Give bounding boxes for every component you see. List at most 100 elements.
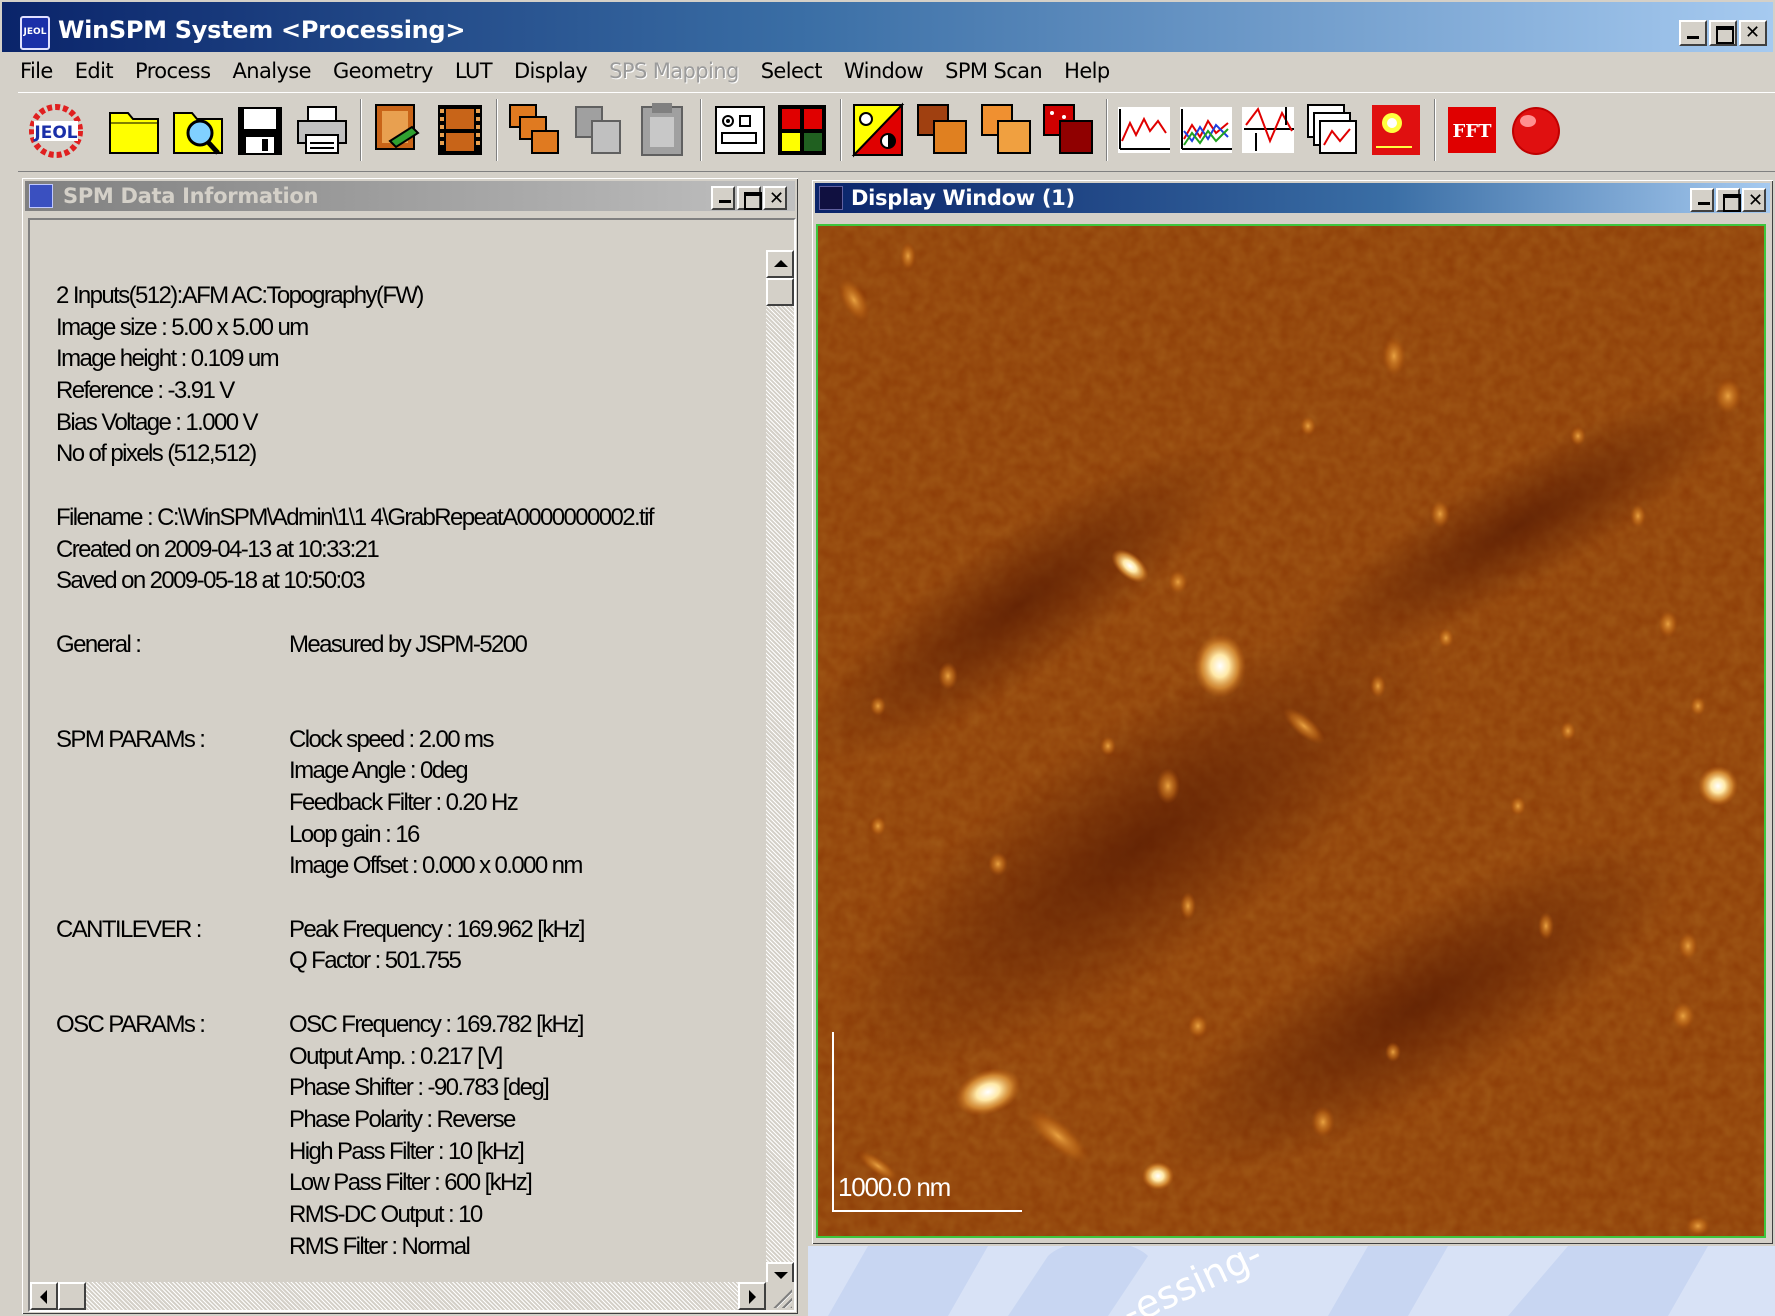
maximize-icon[interactable] [1709, 20, 1737, 46]
info-line: Bias Voltage : 1.000 V [56, 408, 259, 436]
toolbar-separator [1106, 99, 1108, 161]
info-window-title-bar[interactable]: SPM Data Information [25, 181, 795, 211]
menu-display[interactable]: Display [513, 59, 588, 83]
toolbar-separator [840, 99, 842, 161]
red-blocks-icon[interactable] [1040, 101, 1096, 159]
blank-line [56, 977, 756, 1009]
menu-sps-mapping: SPS Mapping [609, 59, 739, 83]
tile-images-icon[interactable] [506, 101, 562, 159]
section-measure-icon[interactable] [1240, 101, 1296, 159]
desktop-watermark: -essing- [828, 1246, 1708, 1316]
toolbar-separator [700, 99, 702, 161]
section-values: Peak Frequency : 169.962 [kHz] Q Factor :… [289, 914, 756, 977]
info-line: 2 Inputs(512):AFM AC:Topography(FW) [56, 282, 424, 309]
menu-select[interactable]: Select [760, 59, 823, 83]
display-window-title: Display Window (1) [851, 186, 1075, 210]
section-value: RMS-DC Output : 10 [289, 1200, 483, 1228]
clipboard-icon[interactable] [634, 101, 690, 159]
scroll-up-icon[interactable] [766, 250, 794, 278]
info-caption-buttons [711, 186, 787, 210]
menu-analyse[interactable]: Analyse [232, 59, 312, 83]
blank-line [56, 692, 756, 724]
multi-profile-icon[interactable] [1178, 101, 1234, 159]
menu-window[interactable]: Window [843, 59, 924, 83]
afm-image-render [818, 226, 1764, 1236]
scale-bar-vertical [832, 1032, 834, 1212]
menu-process[interactable]: Process [135, 59, 211, 83]
menu-lut[interactable]: LUT [454, 59, 493, 83]
color-grid-icon[interactable] [774, 101, 830, 159]
info-section: CANTILEVER : Peak Frequency : 169.962 [kH… [56, 914, 756, 977]
edit-image-icon[interactable] [370, 101, 426, 159]
toolbar-separator [360, 99, 362, 161]
control-panel-icon[interactable] [712, 101, 768, 159]
close-icon[interactable] [763, 186, 787, 210]
record-icon[interactable] [1508, 101, 1564, 159]
minimize-icon[interactable] [711, 186, 735, 210]
blank-line [56, 882, 756, 914]
toolbar-separator [1434, 99, 1436, 161]
vertical-scrollbar[interactable] [766, 250, 794, 1290]
close-icon[interactable] [1739, 20, 1767, 46]
section-values: Clock speed : 2.00 ms Image Angle : 0deg F… [289, 724, 756, 882]
jeol-logo-icon[interactable]: JEOL [28, 101, 84, 159]
cascade-icon[interactable] [978, 101, 1034, 159]
contrast-icon[interactable] [850, 101, 906, 159]
spm-data-information-window[interactable]: SPM Data Information 2 Inputs(512):AFM A… [20, 176, 800, 1316]
save-icon[interactable] [232, 101, 288, 159]
section-value: RMS Filter : Normal [289, 1232, 471, 1260]
display-window-title-bar[interactable]: Display Window (1) [815, 183, 1770, 213]
info-text: 2 Inputs(512):AFM AC:Topography(FW) Image… [56, 280, 756, 1262]
minimize-icon[interactable] [1679, 20, 1707, 46]
info-text-area[interactable]: 2 Inputs(512):AFM AC:Topography(FW) Image… [28, 218, 796, 1312]
print-icon[interactable] [294, 101, 350, 159]
section-value: Output Amp. : 0.217 [V] [289, 1042, 503, 1070]
horizontal-scrollbar[interactable] [30, 1282, 766, 1310]
display-window-icon[interactable] [819, 186, 843, 210]
section-value: Image Offset : 0.000 x 0.000 nm [289, 852, 583, 880]
afm-topography-image[interactable]: 1000.0 nm [816, 224, 1766, 1238]
section-label: CANTILEVER : [56, 915, 202, 943]
file-info-line: Created on 2009-04-13 at 10:33:21 [56, 535, 380, 563]
info-line: Reference : -3.91 V [56, 377, 235, 405]
close-icon[interactable] [1742, 188, 1766, 212]
section-value: Measured by JSPM-5200 [289, 630, 528, 658]
jeol-app-icon[interactable] [19, 16, 51, 50]
menu-geometry[interactable]: Geometry [332, 59, 434, 83]
fft-icon[interactable]: FFT [1444, 101, 1500, 159]
menu-file[interactable]: File [20, 59, 53, 83]
file-info-line: Filename : C:\WinSPM\Admin\1\1 4\GrabRep… [56, 503, 655, 531]
menu-edit[interactable]: Edit [74, 59, 114, 83]
film-strip-icon[interactable] [432, 101, 488, 159]
section-value: Q Factor : 501.755 [289, 947, 462, 975]
section-values: Measured by JSPM-5200 [289, 629, 756, 661]
display-window[interactable]: Display Window (1) [810, 178, 1775, 1246]
section-value: Clock speed : 2.00 ms [289, 725, 494, 753]
info-line: No of pixels (512,512) [56, 440, 257, 468]
open-folder-icon[interactable] [106, 101, 162, 159]
maximize-icon[interactable] [737, 186, 762, 210]
jeol-window-icon[interactable] [29, 184, 53, 208]
menu-spm-scan[interactable]: SPM Scan [945, 59, 1043, 83]
line-profile-icon[interactable] [1116, 101, 1172, 159]
app-title: WinSPM System <Processing> [58, 16, 466, 44]
info-section: SPM PARAMs : Clock speed : 2.00 ms Image A… [56, 724, 756, 882]
scroll-thumb[interactable] [766, 278, 794, 306]
scroll-thumb[interactable] [58, 1282, 86, 1310]
menu-help[interactable]: Help [1064, 59, 1110, 83]
hot-spot-icon[interactable] [1368, 101, 1424, 159]
stacked-profiles-icon[interactable] [1304, 101, 1360, 159]
info-section: OSC PARAMs : OSC Frequency : 169.782 [kHz… [56, 1009, 756, 1263]
section-value: Loop gain : 16 [289, 820, 420, 848]
gray-images-icon[interactable] [570, 101, 626, 159]
search-folder-icon[interactable] [170, 101, 226, 159]
size-grip-icon[interactable] [766, 1282, 794, 1310]
minimize-icon[interactable] [1690, 188, 1714, 212]
overlay-copy-icon[interactable] [914, 101, 970, 159]
scale-bar-label: 1000.0 nm [838, 1172, 951, 1202]
maximize-icon[interactable] [1716, 188, 1741, 212]
section-value: High Pass Filter : 10 [kHz] [289, 1137, 525, 1165]
section-label: SPM PARAMs : [56, 725, 206, 753]
scroll-left-icon[interactable] [30, 1282, 58, 1310]
scroll-right-icon[interactable] [738, 1282, 766, 1310]
